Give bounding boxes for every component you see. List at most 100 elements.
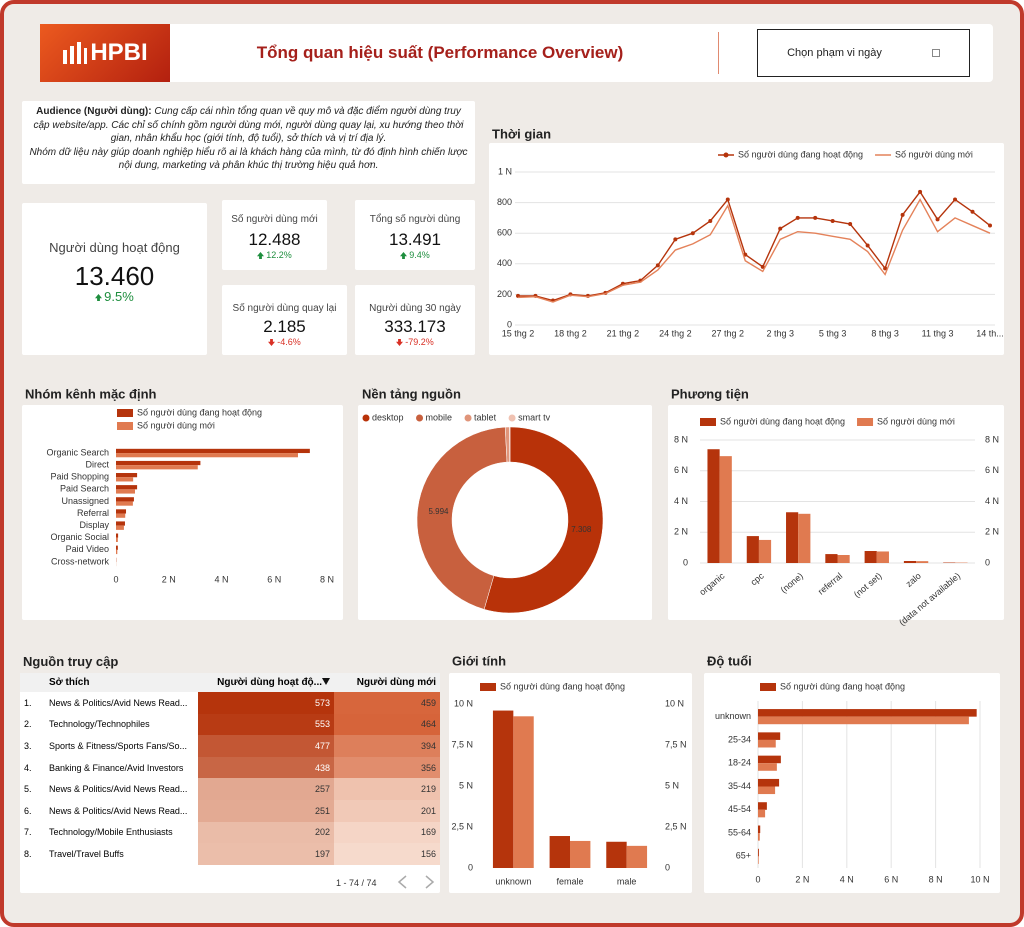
bar — [758, 809, 766, 818]
value-label: 5.994 — [428, 507, 449, 516]
table-cell: 438 — [198, 756, 334, 779]
value-label: 7.308 — [571, 525, 592, 534]
sort-arrow — [322, 678, 330, 685]
kpi-label: Người dùng hoạt động — [49, 240, 180, 255]
logo: HPBI — [40, 24, 170, 82]
y-tick-label: Cross-network — [51, 556, 110, 566]
kpi-value: 12.488 — [248, 230, 301, 249]
y-tick-label: 45-54 — [728, 804, 751, 814]
bar — [758, 848, 759, 857]
kpi-delta-text: -4.6% — [277, 337, 301, 347]
y-tick-label: 600 — [497, 228, 512, 238]
x-tick-label: 15 thg 2 — [502, 328, 535, 338]
kpi-delta: 9.5% — [22, 289, 207, 304]
bar — [116, 477, 134, 482]
y-tick-label: 7,5 N — [451, 739, 473, 749]
line-marker — [953, 197, 958, 202]
bar — [513, 716, 534, 868]
table-cell: News & Politics/Avid News Read... — [49, 697, 188, 708]
line-marker — [778, 226, 783, 231]
y2-tick-label: 8 N — [985, 434, 999, 444]
y-tick-label: Referral — [77, 508, 109, 518]
table-cell: 394 — [334, 735, 440, 757]
audience-description: Audience (Người dùng): Cung cấp cái nhìn… — [22, 101, 475, 184]
y-tick-label: 400 — [497, 258, 512, 268]
audience-text: Nhóm dữ liệu này giúp doanh nghiệp hiểu … — [29, 146, 468, 172]
table-row: 3. Sports & Fitness/Sports Fans/So... 477 3… — [20, 735, 440, 757]
chart-title: Nền tảng nguồn — [362, 386, 461, 401]
chart-title: Độ tuổi — [707, 653, 752, 668]
y-tick-label: Direct — [85, 460, 109, 470]
kpi-label: Người dùng 30 ngày — [369, 303, 461, 314]
bar — [758, 825, 761, 834]
bar — [758, 755, 781, 764]
bar — [916, 561, 929, 563]
kpi-delta: 9.4% — [355, 250, 475, 260]
y-tick-label: 2 N — [674, 527, 688, 537]
line-marker — [673, 237, 678, 242]
column-header[interactable]: Người dùng mới — [334, 673, 440, 692]
bar — [116, 525, 124, 530]
kpi-label: Tổng số người dùng — [369, 214, 461, 225]
bar — [116, 460, 201, 466]
bar — [116, 448, 310, 454]
chart-title: Thời gian — [492, 126, 551, 141]
y-tick-label: Organic Search — [46, 447, 109, 457]
column-header[interactable]: Người dùng hoạt độ... — [198, 673, 334, 692]
bar — [758, 802, 767, 810]
bar — [719, 456, 732, 563]
x-tick-label: 14 th... — [976, 328, 1004, 338]
pagination-text: 1 - 74 / 74 — [336, 878, 377, 888]
kpi-delta-text: -79.2% — [405, 337, 434, 347]
bar — [492, 710, 514, 868]
line-marker — [830, 218, 835, 223]
legend-swatch — [117, 422, 133, 430]
x-tick-label: 5 thg 3 — [819, 328, 847, 338]
line-marker — [813, 215, 818, 220]
bar — [116, 521, 125, 526]
legend-label: Số người dùng đang hoạt động — [780, 681, 905, 691]
x-tick-label: 0 — [755, 874, 760, 884]
trend-arrow — [268, 339, 276, 347]
bar — [116, 533, 119, 538]
table-cell: Sports & Fitness/Sports Fans/So... — [49, 740, 188, 751]
legend-label: tablet — [474, 412, 497, 422]
x-tick-label: 21 thg 2 — [607, 328, 640, 338]
column-header[interactable]: Sở thích — [45, 673, 198, 692]
bar — [116, 465, 198, 470]
table-cell: 3. — [24, 740, 32, 751]
pagination-arrows — [397, 875, 435, 889]
table-cell: 477 — [198, 735, 334, 757]
interest-table: Sở thích Người dùng hoạt độ... Người dùn… — [20, 673, 440, 893]
x-tick-label: 24 thg 2 — [659, 328, 692, 338]
x-tick-label: 4 N — [214, 574, 228, 584]
bar — [116, 497, 134, 502]
legend-label: Số người dùng đang hoạt động — [720, 416, 845, 426]
prev-page[interactable] — [397, 875, 407, 889]
next-page[interactable] — [425, 875, 435, 889]
bar — [758, 856, 759, 864]
trend-arrow — [400, 252, 408, 260]
bar — [837, 555, 850, 563]
table-cell: 464 — [334, 713, 440, 736]
date-button-label: Chọn phạm vi ngày — [787, 47, 882, 59]
table-title: Nguồn truy cập — [23, 654, 119, 669]
donut-slice — [416, 426, 508, 610]
legend-label: Số người dùng đang hoạt động — [738, 149, 863, 159]
table-cell: Technology/Technophiles — [49, 719, 150, 730]
table-cell: News & Politics/Avid News Read... — [49, 805, 188, 816]
bar — [116, 537, 118, 542]
date-range-picker[interactable]: Chọn phạm vi ngày — [757, 29, 970, 77]
y-tick-label: Organic Social — [50, 532, 109, 542]
x-tick-label: male — [617, 876, 637, 886]
table-cell: 197 — [198, 843, 334, 865]
y-tick-label: 4 N — [674, 496, 688, 506]
kpi-delta: -4.6% — [222, 337, 347, 347]
trend-arrow — [257, 252, 265, 260]
table-cell: 553 — [198, 713, 334, 736]
table-cell: Travel/Travel Buffs — [49, 848, 124, 859]
y2-tick-label: 2 N — [985, 527, 999, 537]
bar — [116, 501, 133, 506]
bar — [116, 545, 118, 550]
bar — [758, 763, 777, 771]
